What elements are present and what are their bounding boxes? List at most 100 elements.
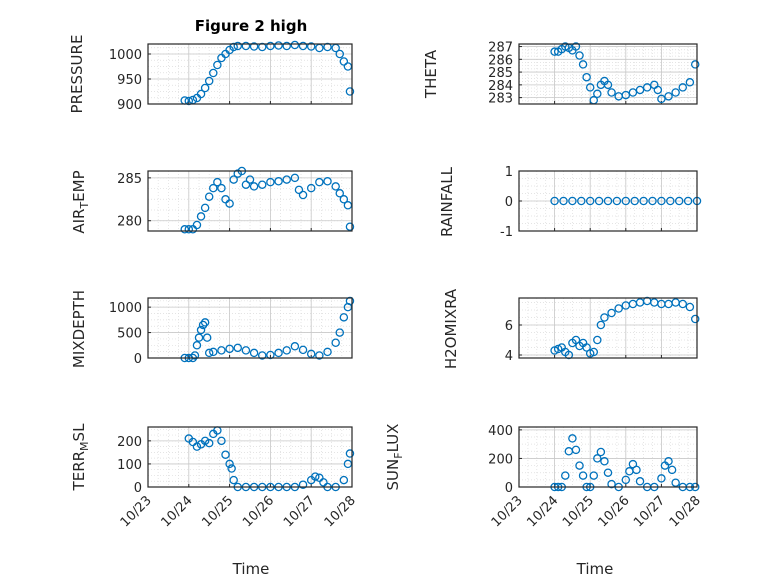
data-point [290,40,300,50]
data-point [294,185,304,195]
data-point [233,41,243,51]
data-point [639,196,648,206]
x-tick-label: 10/24 [159,493,196,530]
data-point [578,471,588,480]
data-point [282,41,291,51]
data-point [233,343,243,353]
data-point [298,41,308,51]
data-point [657,196,666,206]
data-point [575,51,584,60]
data-point [241,180,251,189]
ylabel-sun-sub: F [392,452,405,458]
data-point [249,182,259,191]
data-point [564,350,574,360]
figure-title: Figure 2 high [195,17,308,35]
data-point [200,203,210,213]
data-point [213,60,222,70]
data-point [323,177,332,186]
data-point [666,196,675,206]
y-tick-label: -1 [500,225,513,240]
data-point [664,92,673,101]
y-tick-label: 1000 [109,48,142,63]
ylabel-air-temp: AIRTEMP [70,170,91,233]
y-tick-label: 286 [488,53,513,68]
data-point [249,348,259,358]
data-point [257,180,267,189]
data-point [593,335,602,345]
data-point [194,333,204,342]
data-point [204,438,214,448]
data-point [335,189,345,198]
data-point [621,196,631,206]
data-point [600,313,609,322]
data-point [266,177,275,187]
data-point [209,68,218,78]
data-point [274,348,283,358]
subplot-1: 900 950 1000 [109,40,355,113]
x-tick-label: 10/28 [667,493,704,530]
y-tick-label: 900 [117,98,142,113]
data-point [577,196,586,206]
y-tick-label: 0 [134,352,142,367]
y-tick-label: 6 [505,319,513,334]
y-tick-label: 287 [488,41,513,56]
data-point [180,225,189,234]
y-tick-label: 285 [117,172,142,187]
data-point [200,83,210,93]
data-point [204,76,214,86]
x-tick-label: 10/26 [596,493,633,530]
data-point [204,192,214,201]
data-point [600,457,609,466]
data-point [198,320,208,330]
y-tick-label: 1 [505,165,513,180]
ylabel-h2omixra: H2OMIXRA [442,288,460,369]
data-point [225,344,234,354]
data-point [200,436,210,446]
data-point [671,88,680,97]
data-point [335,328,345,337]
data-point [190,351,200,360]
data-point [648,196,657,206]
data-point [298,190,308,200]
y-tick-label: 100 [117,458,142,473]
data-point [282,346,291,355]
data-point [596,320,606,330]
ylabel-terr-sub: M [78,441,91,451]
x-tick-label: 10/24 [524,493,561,530]
data-point [290,173,300,183]
data-point [339,57,349,66]
x-axis-label-right: Time [576,560,614,578]
y-tick-label: 283 [488,92,513,107]
data-point [213,177,222,187]
data-point [196,89,206,99]
y-tick-label: 0 [505,195,513,210]
data-point [266,41,275,51]
data-point [575,461,584,470]
data-point [274,41,283,50]
data-point [196,212,206,221]
data-point [345,449,355,458]
axes-box [147,170,353,232]
data-point [635,477,645,486]
data-point [585,196,595,206]
data-point [561,471,570,480]
data-point [589,471,599,480]
data-point [589,347,599,357]
y-tick-label: 4 [505,349,513,364]
data-point [225,199,234,208]
ylabel-terr-msl: TERRMSL [70,423,91,492]
data-point [632,465,641,475]
axes-box [518,170,698,232]
data-point [582,343,591,352]
data-point [221,450,230,459]
data-point [345,87,355,96]
data-point [315,177,324,187]
data-point [657,94,666,104]
subplot-3: 280 285 [117,166,355,234]
data-point [607,88,616,97]
ylabel-terr-main-b: SL [70,423,88,442]
data-point [607,479,616,489]
x-tick-label: 10/23 [489,493,526,530]
subplot-4: 0 500 1000 [109,296,355,367]
data-point [561,42,570,51]
